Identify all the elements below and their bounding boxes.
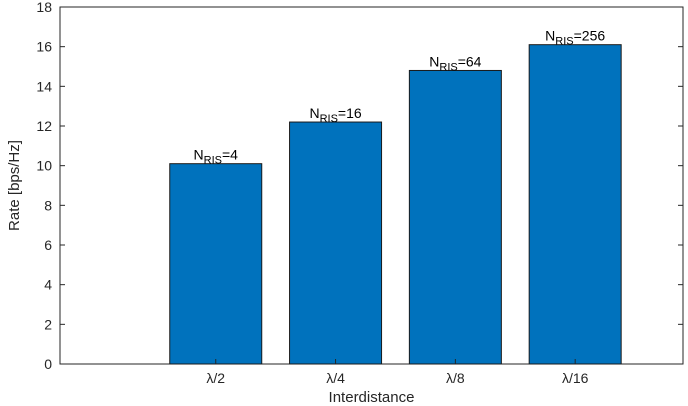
bar [408, 69, 502, 365]
x-tick-label: λ/4 [326, 370, 345, 386]
y-tick-label: 18 [36, 0, 52, 15]
bar-value-label: NRIS=256 [545, 28, 605, 48]
y-tick-label: 14 [36, 78, 52, 94]
y-tick-label: 6 [44, 237, 52, 253]
x-tick-label: λ/16 [562, 370, 589, 386]
bar-value-label: NRIS=4 [194, 147, 239, 167]
y-tick-label: 8 [44, 197, 52, 213]
bar-value-label: NRIS=16 [309, 105, 361, 125]
bar-labels: NRIS=4 NRIS=16 NRIS=64 NRIS=256 [194, 28, 606, 167]
y-axis-title: Rate [bps/Hz] [6, 140, 23, 231]
y-tick-label: 4 [44, 277, 52, 293]
x-axis-title: Interdistance [329, 389, 415, 406]
y-axis-ticks: 0 2 4 6 8 10 12 14 16 18 [36, 0, 683, 372]
bar-value-label: NRIS=64 [429, 53, 481, 73]
bars [169, 44, 622, 365]
x-tick-label: λ/2 [206, 370, 225, 386]
bar [528, 44, 622, 365]
y-tick-label: 0 [44, 356, 52, 372]
y-tick-label: 12 [36, 118, 52, 134]
y-tick-label: 2 [44, 316, 52, 332]
bar [169, 163, 263, 365]
x-axis-ticks: λ/2 λ/4 λ/8 λ/16 [206, 359, 589, 386]
y-tick-label: 16 [36, 39, 52, 55]
x-tick-label: λ/8 [446, 370, 465, 386]
bar [289, 121, 383, 365]
y-tick-label: 10 [36, 158, 52, 174]
